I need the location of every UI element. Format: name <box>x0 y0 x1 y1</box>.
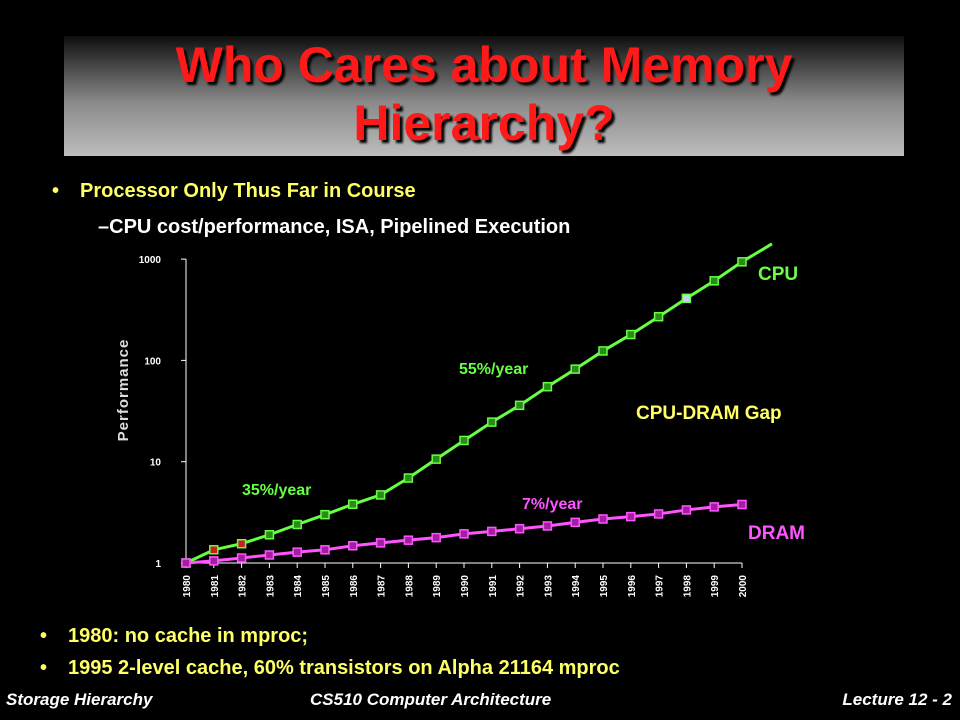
cpu-point <box>514 400 525 411</box>
annotation-7-year: 7%/year <box>522 496 583 513</box>
dram-point <box>459 529 469 539</box>
cpu-point <box>737 257 747 267</box>
dram-point <box>542 521 553 531</box>
cpu-point <box>348 499 358 510</box>
x-tick-label: 1992 <box>516 575 527 598</box>
bullet-no-cache: • 1980: no cache in mproc; <box>40 625 620 657</box>
annotation-cpu-dram-gap: CPU-DRAM Gap <box>636 403 782 424</box>
footer-right: Lecture 12 - 2 <box>842 690 952 709</box>
dram-point <box>514 523 525 534</box>
bullet-marker: • <box>40 625 48 647</box>
y-tick-label: 1000 <box>139 255 162 266</box>
x-tick-label: 1994 <box>571 575 582 598</box>
dram-point <box>737 499 747 510</box>
dram-point <box>626 511 636 522</box>
x-tick-label: 1993 <box>543 575 554 598</box>
y-tick-label: 1 <box>155 559 161 570</box>
x-tick-label: 1984 <box>293 575 304 598</box>
cpu-series-line <box>185 242 773 565</box>
dram-point <box>236 553 247 563</box>
x-tick-label: 1998 <box>682 575 693 598</box>
bullet-marker: • <box>52 180 60 202</box>
dash-marker: – <box>98 216 110 238</box>
dram-point <box>681 505 692 515</box>
x-tick-label: 1997 <box>655 575 666 598</box>
x-tick-label: 1980 <box>182 575 193 598</box>
x-tick-label: 1995 <box>599 575 610 598</box>
cpu-point <box>264 530 275 540</box>
cpu-point <box>209 545 219 555</box>
dram-point <box>320 545 330 555</box>
footer-center: CS510 Computer Architecture <box>310 690 552 709</box>
cpu-point <box>570 364 580 374</box>
cpu-point <box>487 417 497 427</box>
sub-bullet-cpu-text: CPU cost/performance, ISA, Pipelined Exe… <box>109 216 571 238</box>
x-tick-label: 2000 <box>738 575 749 598</box>
title-bar <box>64 36 904 156</box>
dram-point <box>209 556 219 566</box>
dram-point <box>348 541 358 551</box>
x-tick-label: 1999 <box>710 575 721 598</box>
bullet-cache-alpha: • 1995 2-level cache, 60% transistors on … <box>40 657 620 689</box>
cpu-point <box>236 538 247 549</box>
dram-point <box>292 547 302 557</box>
x-tick-label: 1986 <box>349 575 360 598</box>
annotation-55-year: 55%/year <box>459 361 528 378</box>
dram-point <box>375 538 386 548</box>
y-tick-label: 100 <box>144 356 161 367</box>
annotation-dram: DRAM <box>748 523 805 544</box>
footer-left: Storage Hierarchy <box>6 690 153 709</box>
x-tick-label: 1990 <box>460 575 471 598</box>
cpu-point <box>375 490 386 500</box>
bullet-marker: • <box>40 657 48 679</box>
cpu-point <box>598 346 608 356</box>
dram-point <box>570 517 580 528</box>
cpu-point <box>681 293 692 304</box>
x-tick-label: 1981 <box>210 575 221 598</box>
x-tick-label: 1996 <box>627 575 638 598</box>
bottom-bullets: • 1980: no cache in mproc; • 1995 2-level … <box>40 625 620 689</box>
slide-title: Who Cares about Memory Hierarchy? <box>175 37 793 151</box>
cpu-point <box>431 454 441 464</box>
cpu-point <box>626 329 636 340</box>
x-tick-label: 1982 <box>238 575 249 598</box>
cpu-point <box>709 276 719 286</box>
annotation-35-year: 35%/year <box>242 482 311 499</box>
dram-point <box>264 550 275 560</box>
cpu-point <box>292 519 302 530</box>
bullet-processor: • Processor Only Thus Far in Course <box>52 180 416 203</box>
cpu-point <box>459 435 469 446</box>
cpu-point <box>653 311 664 322</box>
dram-point <box>181 558 191 568</box>
dram-point <box>709 502 719 512</box>
footer: Storage Hierarchy CS510 Computer Archite… <box>0 690 960 718</box>
x-tick-label: 1991 <box>488 575 499 598</box>
dram-point <box>653 509 664 519</box>
x-tick-label: 1985 <box>321 575 332 598</box>
x-tick-label: 1987 <box>377 575 388 598</box>
cpu-point <box>403 473 414 483</box>
dram-point <box>598 514 608 524</box>
annotation-cpu: CPU <box>758 264 798 285</box>
dram-point <box>487 526 497 537</box>
dram-point <box>403 535 414 545</box>
y-axis-label: Performance <box>115 339 132 442</box>
y-tick-label: 10 <box>150 458 162 469</box>
x-tick-label: 1989 <box>432 575 443 598</box>
sub-bullet-cpu: –CPU cost/performance, ISA, Pipelined Ex… <box>98 216 570 239</box>
x-tick-label: 1983 <box>265 575 276 598</box>
dram-point <box>431 532 441 543</box>
bullet-no-cache-text: 1980: no cache in mproc; <box>68 625 309 647</box>
cpu-point <box>542 381 553 392</box>
bullet-cache-alpha-text: 1995 2-level cache, 60% transistors on A… <box>68 657 620 679</box>
x-tick-label: 1988 <box>404 575 415 598</box>
bullet-processor-text: Processor Only Thus Far in Course <box>80 180 416 202</box>
cpu-point <box>320 509 330 520</box>
